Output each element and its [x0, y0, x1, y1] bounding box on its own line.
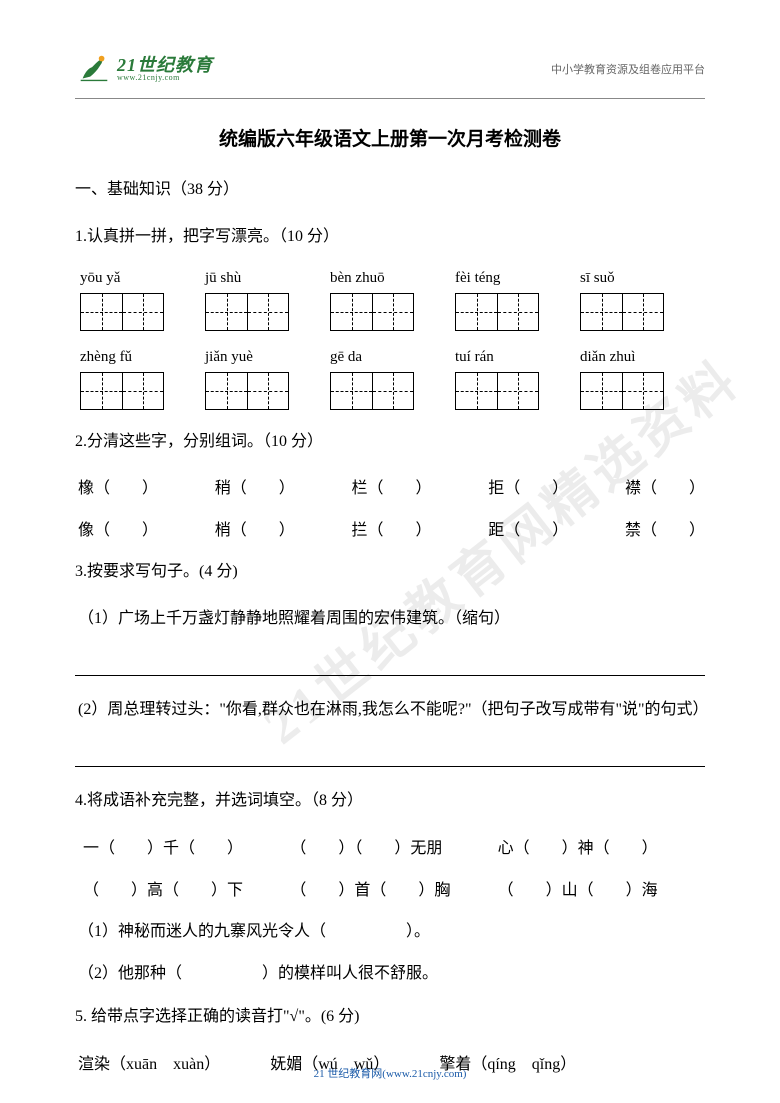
zuc-item[interactable]: 襟（ ） [625, 474, 705, 498]
pron-item[interactable]: 渲染（xuān xuàn） [78, 1050, 220, 1074]
char-box-pair[interactable] [80, 372, 170, 410]
pinyin-item: tuí rán [455, 349, 545, 366]
q3-sub2: (2）周总理转过头："你看,群众也在淋雨,我怎么不能呢?"（把句子改写成带有"说… [75, 696, 705, 725]
q4-row2: （ ）高（ ）下 （ ）首（ ）胸 （ ）山（ ）海 [75, 876, 705, 900]
q4-text: 4.将成语补充完整，并选词填空。（8 分） [75, 787, 705, 816]
logo-main-text: 21世纪教育 [117, 56, 213, 74]
logo-sub-text: www.21cnjy.com [117, 74, 213, 82]
zuc-item[interactable]: 像（ ） [78, 516, 158, 540]
q3-text: 3.按要求写句子。(4 分) [75, 558, 705, 587]
idiom-item[interactable]: （ ）高（ ）下 [83, 876, 290, 900]
zuc-item[interactable]: 稍（ ） [215, 474, 295, 498]
header-right-text: 中小学教育资源及组卷应用平台 [551, 61, 705, 77]
q3-sub1: （1）广场上千万盏灯静静地照耀着周围的宏伟建筑。（缩句） [75, 605, 705, 634]
q2-row1: 橡（ ） 稍（ ） 栏（ ） 拒（ ） 襟（ ） [75, 474, 705, 498]
zuc-item[interactable]: 梢（ ） [215, 516, 295, 540]
pinyin-item: diǎn zhuì [580, 349, 670, 366]
q2-row2: 像（ ） 梢（ ） 拦（ ） 距（ ） 禁（ ） [75, 516, 705, 540]
zuc-item[interactable]: 橡（ ） [78, 474, 158, 498]
answer-line[interactable] [75, 648, 705, 676]
content-area: 21世纪教育 www.21cnjy.com 中小学教育资源及组卷应用平台 统编版… [75, 50, 705, 1074]
q5-text: 5. 给带点字选择正确的读音打"√"。(6 分) [75, 1003, 705, 1032]
answer-line[interactable] [75, 739, 705, 767]
pinyin-item: gē da [330, 349, 420, 366]
char-box-pair[interactable] [330, 293, 420, 331]
logo: 21世纪教育 www.21cnjy.com [75, 50, 213, 88]
q4-row1: 一（ ）千（ ） （ ）（ ）无朋 心（ ）神（ ） [75, 834, 705, 858]
logo-text: 21世纪教育 www.21cnjy.com [117, 56, 213, 82]
idiom-item[interactable]: 心（ ）神（ ） [498, 834, 705, 858]
zuc-item[interactable]: 拦（ ） [351, 516, 431, 540]
pinyin-item: jū shù [205, 270, 295, 287]
section1-heading: 一、基础知识（38 分） [75, 176, 705, 205]
char-box-pair[interactable] [330, 372, 420, 410]
pinyin-item: zhèng fǔ [80, 349, 170, 366]
idiom-item[interactable]: （ ）首（ ）胸 [290, 876, 497, 900]
char-box-pair[interactable] [580, 372, 670, 410]
pinyin-row-1: yōu yǎ jū shù bèn zhuō fèi téng sī suǒ [75, 270, 705, 287]
idiom-item[interactable]: （ ）（ ）无朋 [290, 834, 497, 858]
char-box-pair[interactable] [455, 372, 545, 410]
q4-sub2[interactable]: （2）他那种（ ）的模样叫人很不舒服。 [75, 960, 705, 989]
pron-item[interactable]: 妩媚（wú wǔ） [270, 1050, 389, 1074]
q1-text: 1.认真拼一拼，把字写漂亮。（10 分） [75, 223, 705, 252]
idiom-item[interactable]: 一（ ）千（ ） [83, 834, 290, 858]
q5-row: 渲染（xuān xuàn） 妩媚（wú wǔ） 擎着（qíng qǐng） [75, 1050, 705, 1074]
pinyin-item: fèi téng [455, 270, 545, 287]
pinyin-row-2: zhèng fǔ jiǎn yuè gē da tuí rán diǎn zhu… [75, 349, 705, 366]
char-box-pair[interactable] [455, 293, 545, 331]
pron-item[interactable]: 擎着（qíng qǐng） [439, 1050, 576, 1074]
pinyin-item: bèn zhuō [330, 270, 420, 287]
header-divider [75, 98, 705, 99]
boxes-row-1 [75, 293, 705, 331]
char-box-pair[interactable] [580, 293, 670, 331]
char-box-pair[interactable] [80, 293, 170, 331]
idiom-item[interactable]: （ ）山（ ）海 [498, 876, 705, 900]
pinyin-item: sī suǒ [580, 270, 670, 287]
char-box-pair[interactable] [205, 372, 295, 410]
zuc-item[interactable]: 栏（ ） [351, 474, 431, 498]
page-title: 统编版六年级语文上册第一次月考检测卷 [75, 124, 705, 151]
q2-text: 2.分清这些字，分别组词。（10 分） [75, 428, 705, 457]
pinyin-item: yōu yǎ [80, 270, 170, 287]
boxes-row-2 [75, 372, 705, 410]
pinyin-item: jiǎn yuè [205, 349, 295, 366]
zuc-item[interactable]: 禁（ ） [625, 516, 705, 540]
q4-sub1[interactable]: （1）神秘而迷人的九寨风光令人（ ）。 [75, 918, 705, 947]
logo-icon [75, 50, 113, 88]
char-box-pair[interactable] [205, 293, 295, 331]
header-row: 21世纪教育 www.21cnjy.com 中小学教育资源及组卷应用平台 [75, 50, 705, 88]
zuc-item[interactable]: 拒（ ） [488, 474, 568, 498]
zuc-item[interactable]: 距（ ） [488, 516, 568, 540]
